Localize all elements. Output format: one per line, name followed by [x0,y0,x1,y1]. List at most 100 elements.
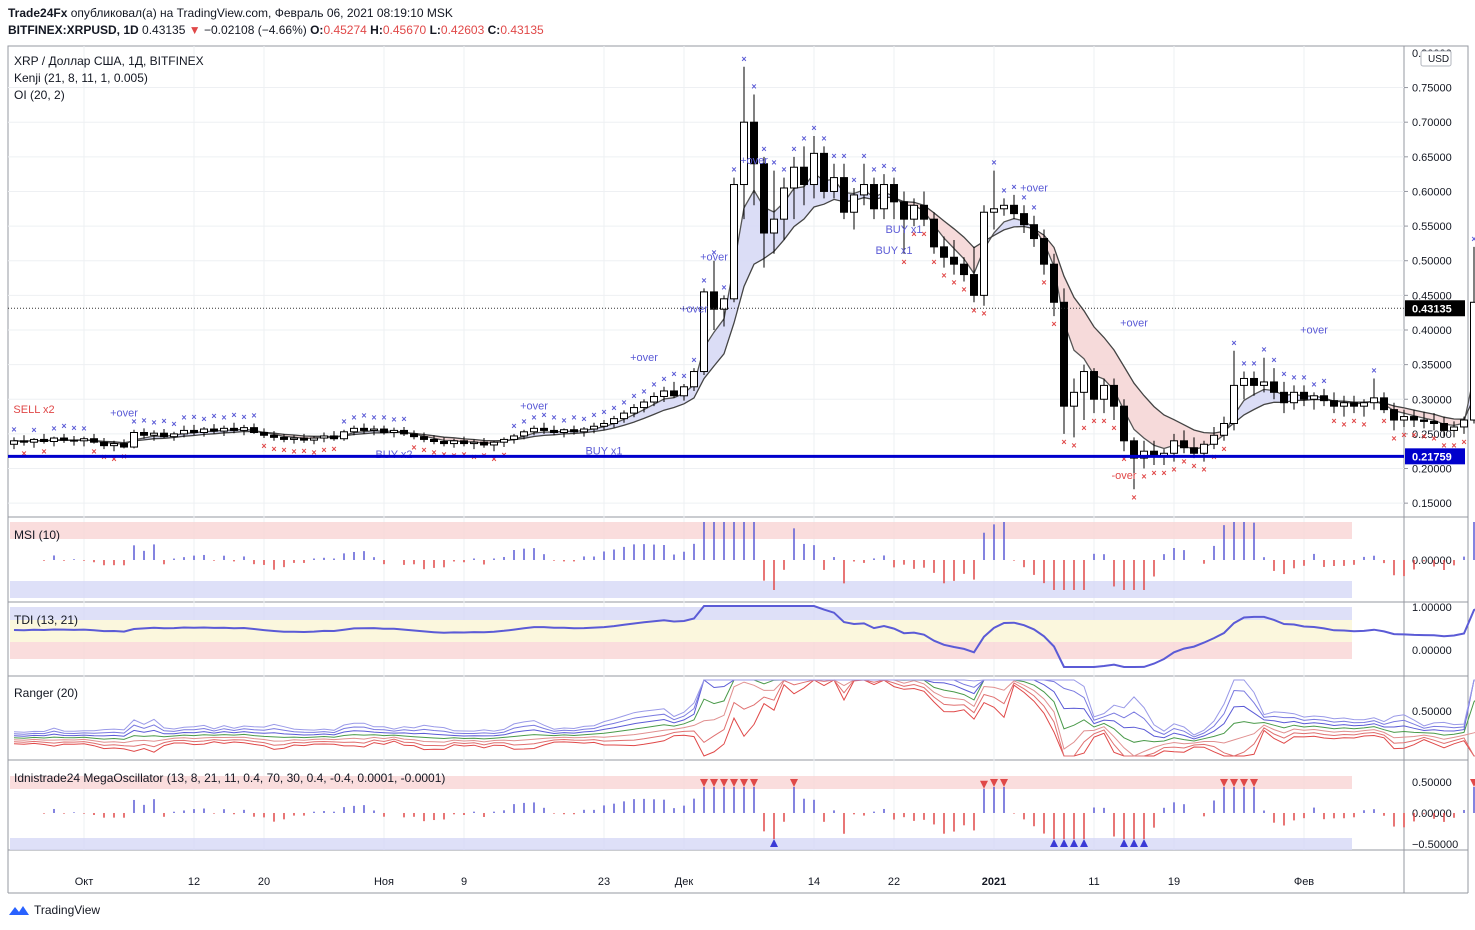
signal-annotation: +over [520,401,548,413]
y-tick-label: 0.75000 [1412,83,1452,95]
x-marker: × [1021,192,1026,202]
candle-body [960,263,968,276]
candle-body [350,427,358,433]
y-tick-label: 0.40000 [1412,325,1452,337]
mega-sell-triangle-icon [1250,779,1258,787]
candle-body [390,429,398,433]
x-marker: × [1251,359,1256,369]
x-marker: × [921,229,926,239]
x-marker: × [1441,440,1446,450]
legend-kenji[interactable]: Kenji (21, 8, 11, 1, 0.005) [14,71,148,85]
symbol-label[interactable]: BITFINEX:XRPUSD, 1D [8,23,139,37]
x-marker: × [371,413,376,423]
x-marker: × [71,423,76,433]
candle-body [610,418,618,424]
mega-sell-triangle-icon [710,779,718,787]
header-publish-line: Trade24Fx опубликовал(а) на TradingView.… [8,6,453,20]
x-tick-label: Фев [1294,876,1314,888]
legend-ranger[interactable]: Ranger (20) [14,686,79,700]
x-marker: × [1301,372,1306,382]
candle-body [840,177,848,213]
candle-body [850,194,858,213]
candle-body [1090,371,1098,400]
candle-body [200,428,208,433]
candle-body [1400,416,1408,421]
x-marker: × [251,410,256,420]
x-marker: × [1181,456,1186,466]
legend-msi[interactable]: MSI (10) [14,528,61,542]
candle-body [150,432,158,436]
x-marker: × [991,158,996,168]
msi-histogram [43,522,1475,590]
mega-sell-triangle-icon [720,779,728,787]
open-label: O: [310,23,324,37]
x-marker: × [91,447,96,457]
cloud-segment [1074,297,1084,359]
cloud-segment [1114,350,1124,411]
mega-sell-triangle-icon [1470,779,1475,787]
x-marker: × [181,413,186,423]
candle-body [470,441,478,445]
x-marker: × [21,449,26,459]
candle-body [190,429,198,433]
mega-sell-triangle-icon [1000,779,1008,787]
candle-body [1010,204,1018,215]
candle-body [1420,419,1428,422]
tradingview-brand: TradingView [34,903,101,917]
x-tick-label: 11 [1088,876,1099,888]
x-marker: × [951,278,956,288]
x-marker: × [1451,440,1456,450]
x-tick-label: 23 [598,876,610,888]
candle-body [780,187,788,220]
x-marker: × [441,449,446,459]
x-marker: × [901,257,906,267]
candle-body [1460,419,1468,428]
cloud-segment [1164,415,1174,449]
cloud-segment [1254,389,1264,410]
last-price: 0.43135 [142,23,186,37]
candle-body [340,431,348,440]
candle-body [1070,391,1078,407]
candle-body [800,166,808,186]
x-marker: × [941,271,946,281]
candle-body [380,428,388,433]
x-tick-label: 2021 [982,876,1006,888]
msi-overbought-zone [10,522,1352,539]
legend-oi[interactable]: OI (20, 2) [14,88,65,102]
candle-body [490,441,498,446]
candle-body [110,443,118,447]
candle-body [20,440,28,443]
mega-sell-triangle-icon [740,779,748,787]
mega-tick-label: 0.00000 [1412,808,1452,820]
ranger-line [13,679,1475,736]
cloud-segment [744,190,754,287]
candle-body [1180,440,1188,449]
cloud-segment [664,397,674,411]
tdi-upper-zone [10,607,1352,620]
legend-megaoscillator[interactable]: Idnistrade24 MegaOscillator (13, 8, 21, … [14,771,446,785]
candle-body [220,427,228,432]
candle-body [720,298,728,310]
candle-body [50,437,58,443]
candle-body [770,218,778,234]
candle-body [180,429,188,435]
x-marker: × [31,425,36,435]
candle-body [400,429,408,435]
tdi-lower-zone [10,642,1352,659]
candle-body [920,204,928,220]
candle-body [1310,395,1318,400]
x-marker: × [1041,278,1046,288]
candle-body [740,121,748,186]
tradingview-footer[interactable]: TradingView [8,903,100,917]
ranger-line [13,679,1475,757]
candle-body [650,395,658,403]
candle-body [160,432,168,438]
x-marker: × [911,229,916,239]
x-marker: × [1051,319,1056,329]
x-marker: × [1461,437,1466,447]
x-marker: × [1241,359,1246,369]
candle-body [550,429,558,433]
legend-tdi[interactable]: TDI (13, 21) [14,613,79,627]
legend-main-series[interactable]: XRP / Доллар США, 1Д, BITFINEX [14,54,204,68]
